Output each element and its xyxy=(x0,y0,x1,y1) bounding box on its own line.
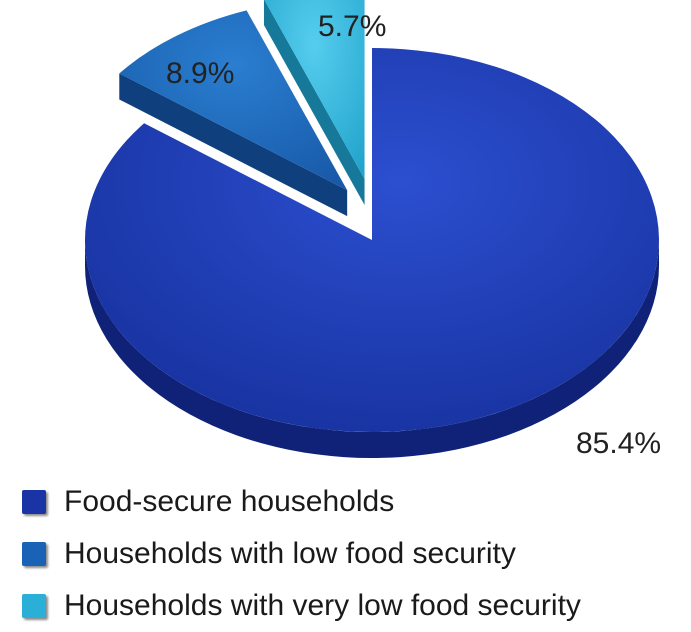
legend-label-low-food-security: Households with low food security xyxy=(64,537,516,570)
pie-slice-top-food-secure xyxy=(84,48,659,432)
pie-slice-wall-low-food-security xyxy=(119,73,348,217)
legend-item-food-secure: Food-secure households xyxy=(22,476,581,528)
legend: Food-secure households Households with l… xyxy=(22,476,581,632)
legend-label-food-secure: Food-secure households xyxy=(64,485,395,518)
pie-slice-top-low-food-security xyxy=(119,10,348,191)
legend-label-very-low-food-security: Households with very low food security xyxy=(64,589,581,622)
pie-label-low-food-security: 8.9% xyxy=(166,57,234,90)
legend-swatch-very-low-food-security xyxy=(22,594,46,618)
pie-slice-wall-very-low-food-security xyxy=(263,0,365,205)
pie-label-very-low-food-security: 5.7% xyxy=(318,10,386,43)
pie-slice-top-very-low-food-security xyxy=(264,0,365,179)
pie-slice-very-low-food-security xyxy=(263,0,365,205)
pie-slice-food-secure xyxy=(84,48,659,458)
legend-item-very-low-food-security: Households with very low food security xyxy=(22,580,581,632)
pie-slice-low-food-security xyxy=(119,10,348,217)
legend-swatch-food-secure xyxy=(22,490,46,514)
legend-item-low-food-security: Households with low food security xyxy=(22,528,581,580)
pie-label-food-secure: 85.4% xyxy=(576,427,661,460)
legend-swatch-low-food-security xyxy=(22,542,46,566)
